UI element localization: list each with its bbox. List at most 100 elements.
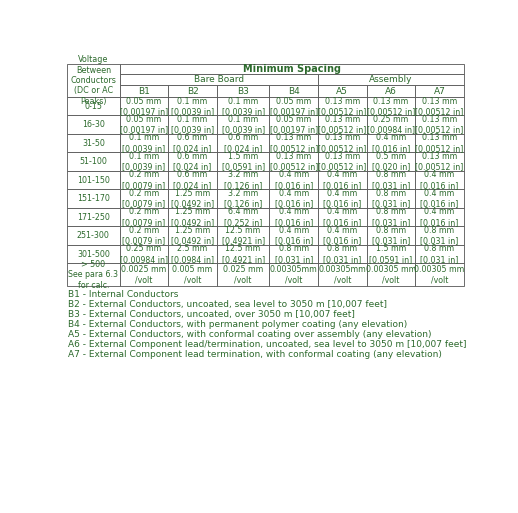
Text: 0.2 mm
[0.0079 in]: 0.2 mm [0.0079 in] <box>122 226 165 245</box>
Bar <box>318 115 367 134</box>
Text: 0.13 mm
[0.00512 in]: 0.13 mm [0.00512 in] <box>269 133 318 153</box>
Bar <box>318 97 367 115</box>
Bar <box>67 208 120 226</box>
Text: 0.13 mm
[0.00512 in]: 0.13 mm [0.00512 in] <box>269 152 318 171</box>
Text: 0.4 mm
[0.016 in]: 0.4 mm [0.016 in] <box>275 207 313 227</box>
Text: Minimum Spacing: Minimum Spacing <box>243 64 341 74</box>
Text: 31-50: 31-50 <box>82 139 105 148</box>
Bar <box>415 86 464 97</box>
Bar <box>269 226 318 245</box>
Text: 12.5 mm
[0.4921 in]: 12.5 mm [0.4921 in] <box>222 244 265 264</box>
Text: 0.4 mm
[0.016 in]: 0.4 mm [0.016 in] <box>275 189 313 208</box>
Text: 0.4 mm
[0.016 in]: 0.4 mm [0.016 in] <box>421 189 458 208</box>
Bar <box>120 263 168 286</box>
Text: 3.2 mm
[0.126 in]: 3.2 mm [0.126 in] <box>224 189 262 208</box>
Bar <box>217 263 269 286</box>
Text: A7: A7 <box>434 87 445 96</box>
Bar <box>120 189 168 208</box>
Text: 0.0025 mm
/volt: 0.0025 mm /volt <box>121 265 166 285</box>
Bar <box>367 86 415 97</box>
Text: 0.6 mm
[0.024 in]: 0.6 mm [0.024 in] <box>174 152 212 171</box>
Bar <box>367 263 415 286</box>
Text: 1.5 mm
[0.0591 in]: 1.5 mm [0.0591 in] <box>222 152 265 171</box>
Text: 251-300: 251-300 <box>77 231 110 240</box>
Bar <box>318 134 367 152</box>
Text: 0.13 mm
[0.00512 in]: 0.13 mm [0.00512 in] <box>415 152 464 171</box>
Bar <box>269 97 318 115</box>
Text: > 500
See para 6.3
for calc.: > 500 See para 6.3 for calc. <box>68 260 118 290</box>
Text: 1.25 mm
[0.0492 in]: 1.25 mm [0.0492 in] <box>171 189 214 208</box>
Text: 0.25 mm
[0.00984 in]: 0.25 mm [0.00984 in] <box>367 115 415 134</box>
Text: 1.25 mm
[0.0492 in]: 1.25 mm [0.0492 in] <box>171 226 214 245</box>
Bar <box>269 134 318 152</box>
Bar <box>415 245 464 263</box>
Text: 0.13 mm
[0.00512 in]: 0.13 mm [0.00512 in] <box>318 96 366 116</box>
Text: 0.00305mm
/volt: 0.00305mm /volt <box>270 265 318 285</box>
Bar <box>168 134 217 152</box>
Text: 0.8 mm
[0.031 in]: 0.8 mm [0.031 in] <box>372 207 410 227</box>
Bar <box>120 226 168 245</box>
Text: 0.4 mm
[0.016 in]: 0.4 mm [0.016 in] <box>323 170 362 190</box>
Text: 51-100: 51-100 <box>79 157 107 166</box>
Text: 0.1 mm
[0.0039 in]: 0.1 mm [0.0039 in] <box>222 115 265 134</box>
Text: 0.4 mm
[0.016 in]: 0.4 mm [0.016 in] <box>372 133 410 153</box>
Text: B1: B1 <box>138 87 150 96</box>
Text: 0.13 mm
[0.00512 in]: 0.13 mm [0.00512 in] <box>318 133 366 153</box>
Bar <box>67 263 120 286</box>
Text: 0.8 mm
[0.031 in]: 0.8 mm [0.031 in] <box>372 226 410 245</box>
Bar <box>269 115 318 134</box>
Bar <box>67 64 120 97</box>
Text: B1 - Internal Conductors: B1 - Internal Conductors <box>68 290 178 299</box>
Text: 0.1 mm
[0.0039 in]: 0.1 mm [0.0039 in] <box>171 96 214 116</box>
Text: A5: A5 <box>336 87 348 96</box>
Text: Assembly: Assembly <box>369 75 413 84</box>
Text: 0.13 mm
[0.00512 in]: 0.13 mm [0.00512 in] <box>318 152 366 171</box>
Text: 171-250: 171-250 <box>77 212 110 222</box>
Bar <box>269 152 318 171</box>
Bar <box>217 97 269 115</box>
Bar <box>168 97 217 115</box>
Bar <box>67 97 120 115</box>
Text: 301-500: 301-500 <box>77 249 110 259</box>
Text: B3 - External Conductors, uncoated, over 3050 m [10,007 feet]: B3 - External Conductors, uncoated, over… <box>68 310 355 319</box>
Bar <box>217 245 269 263</box>
Text: 0.6 mm
[0.024 in]: 0.6 mm [0.024 in] <box>174 170 212 190</box>
Bar <box>168 245 217 263</box>
Bar <box>415 189 464 208</box>
Bar <box>415 134 464 152</box>
Bar <box>120 152 168 171</box>
Bar <box>120 208 168 226</box>
Text: 0.05 mm
[0.00197 in]: 0.05 mm [0.00197 in] <box>120 96 168 116</box>
Bar <box>217 152 269 171</box>
Bar <box>269 263 318 286</box>
Bar <box>318 263 367 286</box>
Bar <box>168 86 217 97</box>
Text: 0.05 mm
[0.00197 in]: 0.05 mm [0.00197 in] <box>269 96 318 116</box>
Text: 0.8 mm
[0.031 in]: 0.8 mm [0.031 in] <box>372 189 410 208</box>
Text: 0.13 mm
[0.00512 in]: 0.13 mm [0.00512 in] <box>318 115 366 134</box>
Bar <box>67 189 120 208</box>
Bar <box>217 226 269 245</box>
Text: 0.5 mm
[0.020 in]: 0.5 mm [0.020 in] <box>372 152 410 171</box>
Text: A5 - External Conductors, with conformal coating over assembly (any elevation): A5 - External Conductors, with conformal… <box>68 330 431 339</box>
Bar <box>120 171 168 189</box>
Text: 1.25 mm
[0.0492 in]: 1.25 mm [0.0492 in] <box>171 207 214 227</box>
Bar <box>415 171 464 189</box>
Bar <box>67 152 120 171</box>
Text: 0.8 mm
[0.031 in]: 0.8 mm [0.031 in] <box>275 244 313 264</box>
Text: A6 - External Component lead/termination, uncoated, sea level to 3050 m [10,007 : A6 - External Component lead/termination… <box>68 340 466 349</box>
Text: 0.05 mm
[0.00197 in]: 0.05 mm [0.00197 in] <box>120 115 168 134</box>
Text: 0.05 mm
[0.00197 in]: 0.05 mm [0.00197 in] <box>269 115 318 134</box>
Bar <box>217 134 269 152</box>
Text: A6: A6 <box>385 87 397 96</box>
Text: 0.8 mm
[0.031 in]: 0.8 mm [0.031 in] <box>421 226 458 245</box>
Bar <box>415 263 464 286</box>
Text: 0.6 mm
[0.024 in]: 0.6 mm [0.024 in] <box>174 133 212 153</box>
Bar <box>217 171 269 189</box>
Bar <box>318 208 367 226</box>
Bar <box>217 189 269 208</box>
Bar <box>415 115 464 134</box>
Bar <box>120 97 168 115</box>
Text: 0.8 mm
[0.031 in]: 0.8 mm [0.031 in] <box>421 244 458 264</box>
Text: 0.1 mm
[0.0039 in]: 0.1 mm [0.0039 in] <box>122 133 165 153</box>
